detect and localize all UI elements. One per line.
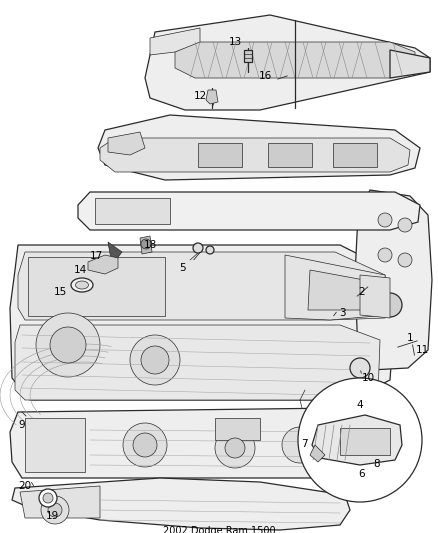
Circle shape bbox=[133, 433, 157, 457]
Polygon shape bbox=[215, 418, 260, 440]
Circle shape bbox=[378, 213, 392, 227]
Circle shape bbox=[50, 327, 86, 363]
Text: 18: 18 bbox=[143, 240, 157, 250]
Circle shape bbox=[39, 489, 57, 507]
Ellipse shape bbox=[71, 278, 93, 292]
Text: 19: 19 bbox=[46, 511, 59, 521]
Polygon shape bbox=[360, 275, 390, 318]
Polygon shape bbox=[268, 143, 312, 167]
Circle shape bbox=[141, 346, 169, 374]
Text: 5: 5 bbox=[180, 263, 186, 273]
Text: 7: 7 bbox=[301, 439, 307, 449]
Polygon shape bbox=[98, 115, 420, 180]
Polygon shape bbox=[206, 90, 218, 104]
Polygon shape bbox=[312, 415, 402, 465]
Text: 14: 14 bbox=[74, 265, 87, 275]
Polygon shape bbox=[198, 143, 242, 167]
Polygon shape bbox=[15, 325, 380, 400]
Text: 9: 9 bbox=[19, 420, 25, 430]
Circle shape bbox=[393, 459, 403, 469]
Text: 10: 10 bbox=[361, 373, 374, 383]
Text: 4: 4 bbox=[357, 400, 363, 410]
Circle shape bbox=[350, 358, 370, 378]
Polygon shape bbox=[340, 428, 390, 455]
Polygon shape bbox=[10, 245, 395, 400]
Text: 16: 16 bbox=[258, 71, 272, 81]
Text: 17: 17 bbox=[89, 251, 102, 261]
Circle shape bbox=[215, 428, 255, 468]
Polygon shape bbox=[285, 255, 388, 320]
Polygon shape bbox=[18, 252, 388, 320]
Text: 20: 20 bbox=[18, 481, 32, 491]
Text: 2002 Dodge Ram 1500: 2002 Dodge Ram 1500 bbox=[162, 526, 276, 533]
Polygon shape bbox=[28, 257, 165, 316]
Circle shape bbox=[48, 503, 62, 517]
Polygon shape bbox=[390, 50, 430, 78]
Circle shape bbox=[36, 313, 100, 377]
Text: 6: 6 bbox=[359, 469, 365, 479]
Text: 8: 8 bbox=[374, 459, 380, 469]
Circle shape bbox=[378, 293, 402, 317]
Circle shape bbox=[282, 427, 318, 463]
Polygon shape bbox=[175, 42, 415, 78]
Polygon shape bbox=[88, 255, 118, 274]
Text: 3: 3 bbox=[339, 308, 345, 318]
Text: 13: 13 bbox=[228, 37, 242, 47]
Circle shape bbox=[378, 248, 392, 262]
Polygon shape bbox=[145, 15, 430, 110]
Polygon shape bbox=[310, 445, 325, 462]
Polygon shape bbox=[150, 28, 200, 55]
Circle shape bbox=[123, 423, 167, 467]
Text: 1: 1 bbox=[407, 333, 413, 343]
Circle shape bbox=[225, 438, 245, 458]
Ellipse shape bbox=[75, 281, 88, 289]
Polygon shape bbox=[108, 242, 122, 265]
Text: 11: 11 bbox=[415, 345, 429, 355]
Circle shape bbox=[206, 246, 214, 254]
Polygon shape bbox=[100, 138, 410, 172]
Circle shape bbox=[43, 493, 53, 503]
Circle shape bbox=[130, 335, 180, 385]
Circle shape bbox=[193, 243, 203, 253]
Polygon shape bbox=[78, 192, 420, 230]
Polygon shape bbox=[20, 486, 100, 518]
Polygon shape bbox=[140, 236, 152, 254]
Circle shape bbox=[398, 218, 412, 232]
Polygon shape bbox=[95, 198, 170, 224]
Polygon shape bbox=[10, 408, 372, 478]
Polygon shape bbox=[108, 132, 145, 155]
Text: 12: 12 bbox=[193, 91, 207, 101]
Circle shape bbox=[41, 496, 69, 524]
Polygon shape bbox=[25, 418, 85, 472]
Polygon shape bbox=[244, 50, 252, 62]
Polygon shape bbox=[355, 190, 432, 370]
Polygon shape bbox=[308, 270, 375, 310]
Circle shape bbox=[141, 239, 151, 249]
Circle shape bbox=[298, 378, 422, 502]
Polygon shape bbox=[333, 143, 377, 167]
Circle shape bbox=[398, 253, 412, 267]
Text: 15: 15 bbox=[53, 287, 67, 297]
Text: 2: 2 bbox=[359, 287, 365, 297]
Polygon shape bbox=[12, 478, 350, 530]
